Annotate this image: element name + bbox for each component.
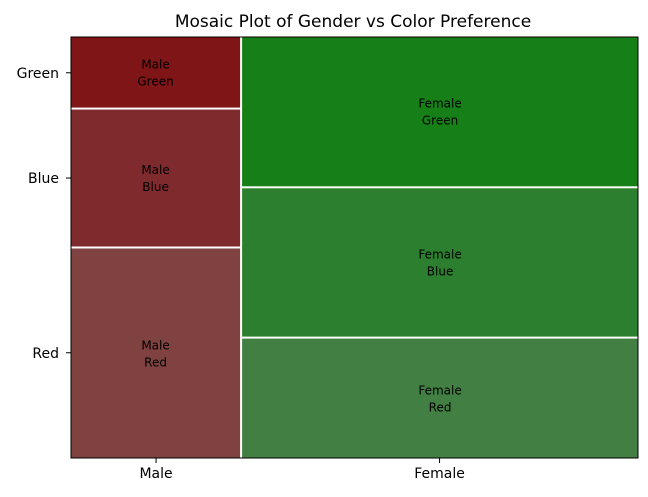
x-axis: Male Female (139, 458, 465, 482)
mosaic-cell-male-red (71, 248, 241, 458)
cell-label-male-red: Male Red (141, 338, 169, 369)
mosaic-cells: Male Red Male Blue Male Green Female Red Female B… (71, 37, 638, 458)
x-tick-label-female: Female (414, 466, 465, 482)
mosaic-cell-male-blue (71, 109, 241, 247)
cell-label-female-red: Female Red (418, 383, 461, 414)
cell-label-male-green: Male Green (137, 57, 173, 88)
cell-label-male-blue: Male Blue (141, 163, 169, 194)
mosaic-cell-female-blue (242, 188, 638, 337)
y-tick-label-blue: Blue (28, 171, 59, 187)
mosaic-cell-female-red (242, 338, 638, 458)
plot-frame (70, 36, 639, 459)
y-tick-label-green: Green (17, 66, 59, 82)
x-tick-label-male: Male (139, 466, 172, 482)
mosaic-cell-female-green (242, 37, 638, 187)
cell-label-female-blue: Female Blue (418, 247, 461, 278)
y-tick-label-red: Red (32, 346, 59, 362)
chart-title: Mosaic Plot of Gender vs Color Preferenc… (175, 12, 531, 32)
y-axis: Red Blue Green (17, 66, 71, 362)
cell-label-female-green: Female Green (418, 97, 461, 128)
mosaic-cell-male-green (71, 37, 241, 108)
